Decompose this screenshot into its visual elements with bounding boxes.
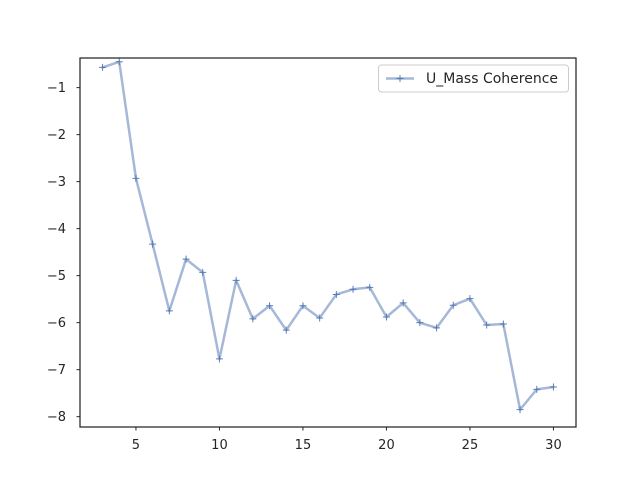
data-point	[399, 299, 407, 307]
y-axis: −8 −7 −6 −5 −4 −3 −2 −1	[47, 81, 80, 425]
data-point	[165, 307, 173, 315]
data-point	[215, 355, 223, 363]
data-point	[249, 315, 257, 323]
y-tick-label: −2	[47, 128, 66, 143]
data-point	[449, 301, 457, 309]
x-tick-label: 30	[545, 438, 562, 453]
y-tick-label: −8	[47, 410, 66, 425]
x-tick-label: 5	[132, 438, 140, 453]
plot-frame	[79, 57, 577, 428]
x-axis: 5 10 15 20 25 30	[132, 427, 562, 453]
series-line	[101, 60, 555, 411]
data-point	[299, 302, 307, 310]
data-point	[115, 58, 123, 66]
x-tick-label: 10	[211, 438, 228, 453]
data-point	[282, 326, 290, 334]
data-point	[516, 406, 524, 414]
legend-marker-sample	[396, 75, 404, 82]
data-point	[182, 255, 190, 263]
data-point	[416, 319, 424, 327]
data-point	[266, 302, 274, 310]
y-tick-label: −7	[47, 363, 66, 378]
data-point	[549, 383, 557, 391]
x-tick-label: 25	[462, 438, 479, 453]
data-point	[499, 320, 507, 328]
data-point	[533, 385, 541, 393]
legend-box	[378, 64, 569, 93]
data-point	[132, 174, 140, 182]
plot-area-background	[80, 58, 576, 427]
y-tick-label: −5	[47, 269, 66, 284]
data-point	[483, 321, 491, 329]
data-point	[433, 324, 441, 332]
y-tick-label: −3	[47, 175, 66, 190]
y-tick-label: −6	[47, 316, 66, 331]
data-point	[316, 314, 324, 322]
legend: U_Mass Coherence	[378, 64, 569, 93]
legend-label: U_Mass Coherence	[426, 71, 558, 87]
y-tick-label: −4	[47, 222, 66, 237]
x-tick-label: 20	[378, 438, 395, 453]
data-point	[232, 276, 240, 284]
data-point	[349, 285, 357, 293]
data-point	[199, 268, 207, 276]
data-point	[466, 295, 474, 303]
data-point	[332, 290, 340, 298]
y-tick-label: −1	[47, 81, 66, 96]
data-point	[99, 63, 107, 71]
data-point	[366, 283, 374, 291]
series-layer	[99, 58, 557, 414]
x-tick-label: 15	[295, 438, 312, 453]
data-point	[382, 313, 390, 321]
data-point	[149, 240, 157, 248]
